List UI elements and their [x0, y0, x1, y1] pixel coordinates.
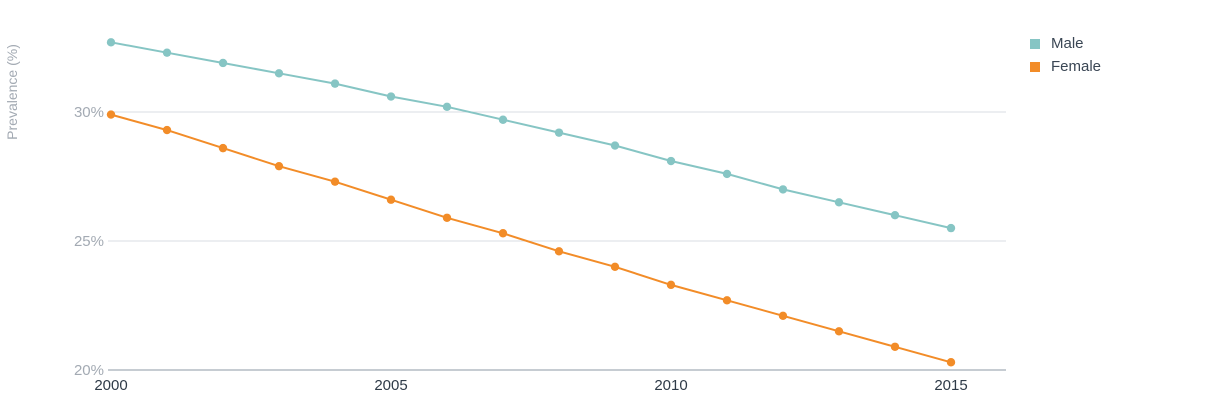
legend-label-female: Female: [1051, 58, 1102, 75]
series-layer: [106, 38, 956, 367]
data-point-male: [442, 102, 452, 112]
data-point-female: [498, 229, 508, 238]
legend-swatch-male: [1030, 38, 1040, 49]
data-point-male: [274, 69, 284, 78]
data-point-female: [946, 358, 956, 367]
data-point-female: [666, 280, 676, 290]
data-point-female: [386, 195, 396, 204]
gridlines: [108, 111, 1006, 371]
legend-label-male: Male: [1051, 35, 1084, 52]
y-axis-label: Prevalence (%): [4, 44, 20, 140]
x-tick-label: 2010: [654, 377, 687, 394]
series-line-male: [110, 41, 952, 230]
y-tick-label: 30%: [74, 104, 104, 121]
data-point-female: [330, 177, 340, 186]
x-tick-label: 2005: [374, 377, 407, 394]
data-point-male: [330, 79, 340, 88]
data-point-female: [778, 311, 788, 321]
data-point-male: [218, 58, 228, 68]
data-point-male: [946, 223, 956, 233]
y-axis-ticks: 20% 25% 30%: [74, 104, 104, 379]
y-tick-label: 25%: [74, 233, 104, 250]
data-point-male: [386, 92, 396, 101]
data-point-male: [162, 48, 172, 57]
data-point-female: [834, 327, 844, 336]
data-point-female: [610, 262, 620, 271]
legend-swatch-female: [1030, 61, 1040, 72]
series-male: [106, 38, 956, 233]
data-point-female: [218, 143, 228, 153]
x-axis-ticks: 2000 2005 2010 2015: [94, 377, 967, 394]
data-point-female: [106, 110, 116, 119]
data-point-male: [106, 38, 116, 47]
data-point-male: [834, 198, 844, 207]
legend: Male Female: [1030, 32, 1101, 78]
data-point-male: [722, 169, 732, 179]
series-female: [106, 110, 956, 367]
data-point-male: [554, 128, 564, 137]
data-point-male: [610, 141, 620, 150]
data-point-female: [890, 342, 900, 351]
data-point-male: [498, 115, 508, 124]
y-tick-label: 20%: [74, 362, 104, 379]
data-point-female: [722, 296, 732, 305]
data-point-female: [274, 161, 284, 171]
data-point-male: [890, 211, 900, 220]
data-point-male: [666, 156, 676, 166]
data-point-male: [778, 185, 788, 194]
x-tick-label: 2015: [934, 377, 967, 394]
data-point-female: [162, 125, 172, 135]
x-tick-label: 2000: [94, 377, 127, 394]
data-point-female: [442, 213, 452, 222]
data-point-female: [554, 247, 564, 256]
series-line-female: [110, 113, 952, 364]
legend-item-male[interactable]: Male: [1030, 32, 1101, 55]
legend-item-female[interactable]: Female: [1030, 55, 1101, 78]
